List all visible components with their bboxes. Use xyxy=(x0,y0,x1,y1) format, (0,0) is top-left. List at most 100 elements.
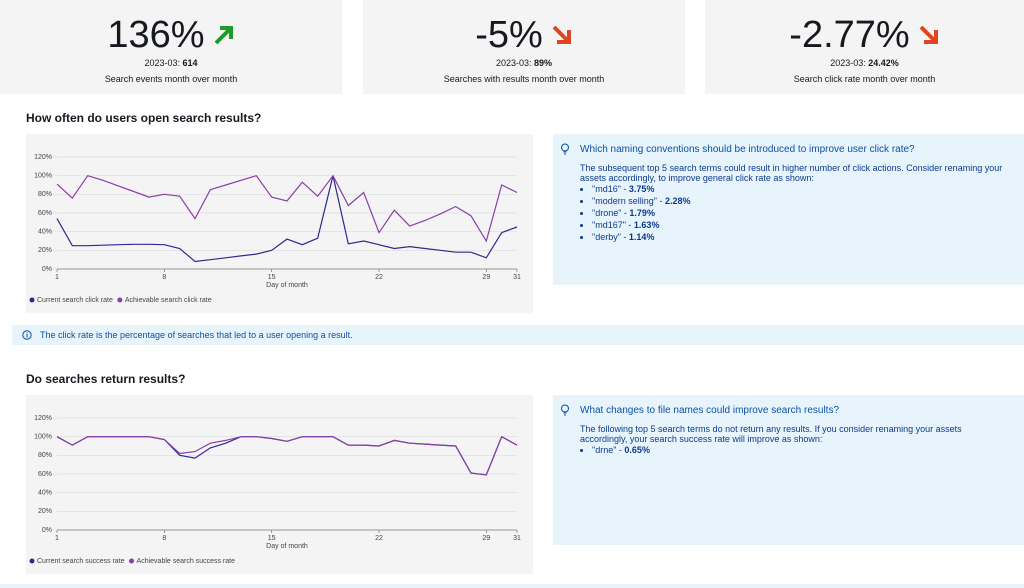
y-tick-label: 20% xyxy=(38,247,52,254)
legend-swatch xyxy=(117,297,123,303)
legend-label: Achievable search click rate xyxy=(125,297,212,304)
y-tick-label: 120% xyxy=(34,415,52,422)
x-tick-label: 22 xyxy=(375,535,383,542)
x-tick-label: 29 xyxy=(482,274,490,281)
kpi-count: 614 xyxy=(182,58,198,68)
term-value: 1.63% xyxy=(633,220,660,230)
term: "drone" - xyxy=(592,208,627,218)
note-text: The click rate is the percentage of sear… xyxy=(40,330,353,340)
x-tick-label: 15 xyxy=(268,274,276,281)
x-tick-label: 22 xyxy=(375,274,383,281)
bulb-icon xyxy=(561,143,569,155)
term: "modern selling" - xyxy=(592,196,663,206)
kpi-value: -2.77% xyxy=(789,13,910,56)
kpi-count: 89% xyxy=(534,58,553,68)
kpi-period: 2023-03: xyxy=(144,58,180,68)
x-tick-label: 1 xyxy=(55,535,59,542)
y-tick-label: 0% xyxy=(42,527,52,534)
down-arrow xyxy=(552,25,571,44)
y-tick-label: 60% xyxy=(38,210,52,217)
y-tick-label: 60% xyxy=(38,471,52,478)
term-value: 0.65% xyxy=(624,445,650,455)
legend-label: Current search success rate xyxy=(37,558,125,565)
x-axis-label: Day of month xyxy=(266,282,308,289)
insight-question: Which naming conventions should be intro… xyxy=(580,144,915,155)
insight-text: The following top 5 search terms do not … xyxy=(580,424,962,444)
section-title: Do searches return results? xyxy=(26,372,186,386)
kpi-sub: 2023-03: 24.42% xyxy=(705,58,1024,68)
kpi-value: -5% xyxy=(475,13,543,56)
legend-swatch xyxy=(129,558,135,564)
term-value: 1.79% xyxy=(629,208,655,218)
kpi-caption: Search click rate month over month xyxy=(793,74,936,84)
kpi-value-row: -2.77% xyxy=(705,14,1024,56)
x-axis-label: Day of month xyxy=(266,543,308,550)
insight: What changes to file names could improve… xyxy=(553,395,1024,545)
y-tick-label: 40% xyxy=(38,229,52,236)
bulb-icon xyxy=(561,404,569,416)
info-note: The click rate is the percentage of sear… xyxy=(12,325,1024,345)
insight-item: "drne" - 0.65% xyxy=(592,444,1010,456)
series-line xyxy=(56,175,518,263)
x-tick-label: 15 xyxy=(268,535,276,542)
term: "derby" - xyxy=(592,232,627,242)
insight-question: What changes to file names could improve… xyxy=(580,405,840,416)
x-tick-label: 31 xyxy=(513,535,521,542)
term-value: 2.28% xyxy=(664,196,691,206)
term-value: 1.14% xyxy=(628,232,655,242)
y-tick-label: 80% xyxy=(38,191,52,198)
down-arrow xyxy=(919,25,938,44)
insight-item: "md16" - 3.75% xyxy=(592,183,1010,195)
insight: Which naming conventions should be intro… xyxy=(553,134,1024,285)
kpi-card: 136% 2023-03: 614 Search events month ov… xyxy=(0,0,342,94)
y-tick-label: 80% xyxy=(38,452,52,459)
kpi-count: 24.42% xyxy=(868,58,899,68)
kpi-value-row: 136% xyxy=(0,14,342,56)
x-tick-label: 1 xyxy=(55,274,59,281)
series-line xyxy=(56,174,518,243)
term: "md167" - xyxy=(592,220,632,230)
insight-item: "md167" - 1.63% xyxy=(592,219,1010,231)
chart: 0% 20% 40% 60% 80% 100% 120% 1 8 15 22 29 31 Day of m… xyxy=(26,395,533,574)
kpi-value: 136% xyxy=(107,13,205,56)
x-tick-label: 31 xyxy=(513,274,521,281)
kpi-sub: 2023-03: 89% xyxy=(363,58,685,68)
x-tick-label: 8 xyxy=(162,535,166,542)
chart: 0% 20% 40% 60% 80% 100% 120% 1 8 15 22 29 31 Day of m… xyxy=(26,134,533,313)
kpi-period: 2023-03: xyxy=(495,58,532,68)
kpi-sub: 2023-03: 614 xyxy=(0,58,342,68)
kpi-value-row: -5% xyxy=(363,14,685,56)
legend-label: Current search click rate xyxy=(37,297,113,304)
insight-list: "drne" - 0.65% xyxy=(580,444,1010,456)
kpi-caption: Searches with results month over month xyxy=(443,74,605,84)
legend-label: Achievable search success rate xyxy=(137,558,236,565)
legend-swatch xyxy=(29,558,35,564)
x-tick-label: 8 xyxy=(162,274,166,281)
kpi-card: -5% 2023-03: 89% Searches with results m… xyxy=(363,0,685,94)
y-tick-label: 100% xyxy=(34,434,52,441)
y-tick-label: 20% xyxy=(38,508,52,515)
insight-item: "derby" - 1.14% xyxy=(592,231,1010,243)
x-tick-label: 29 xyxy=(482,535,490,542)
bottom-strip xyxy=(0,584,1024,588)
insight-list: "md16" - 3.75%"modern selling" - 2.28%"d… xyxy=(580,183,1010,243)
y-tick-label: 100% xyxy=(34,173,52,180)
term: "md16" - xyxy=(592,184,627,194)
series-line xyxy=(56,435,518,476)
y-tick-label: 40% xyxy=(38,490,52,497)
section-title: How often do users open search results? xyxy=(26,111,262,125)
insight-item: "modern selling" - 2.28% xyxy=(592,195,1010,207)
kpi-caption: Search events month over month xyxy=(104,74,238,84)
info-icon xyxy=(22,330,32,340)
series-line xyxy=(56,435,518,476)
insight-item: "drone" - 1.79% xyxy=(592,207,1010,219)
kpi-card: -2.77% 2023-03: 24.42% Search click rate… xyxy=(705,0,1024,94)
term: "drne" - xyxy=(592,445,622,455)
term-value: 3.75% xyxy=(628,184,655,194)
y-tick-label: 0% xyxy=(42,266,52,273)
up-arrow xyxy=(214,26,233,45)
legend-swatch xyxy=(29,297,35,303)
kpi-period: 2023-03: xyxy=(830,58,866,68)
insight-text: The subsequent top 5 search terms could … xyxy=(580,163,1003,183)
